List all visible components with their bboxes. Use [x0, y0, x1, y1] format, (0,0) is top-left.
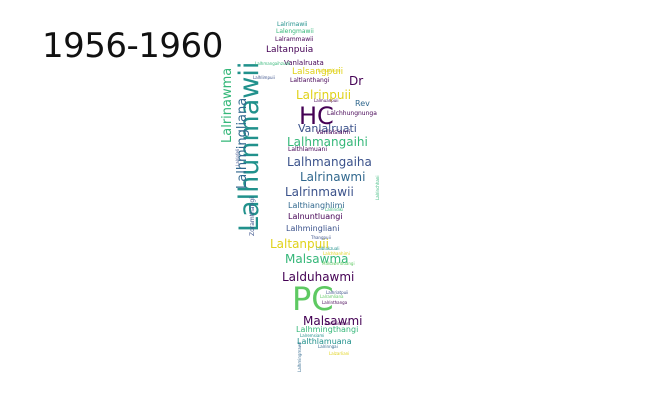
cloud-word: Lalsangpuii [292, 67, 344, 77]
cloud-word: Lalramliana [320, 294, 344, 299]
cloud-word: HC [299, 102, 334, 130]
cloud-word: Lalbiakzuali [316, 246, 340, 251]
cloud-word: Lalhriatpuii [326, 290, 349, 295]
cloud-word: Zoramthangi [249, 197, 256, 236]
cloud-word: Lalhmingthangi [296, 325, 359, 334]
cloud-word: Lalhmangaihi [287, 135, 368, 149]
cloud-word: Lalchhanhimi [323, 251, 350, 256]
cloud-word: Lalrimawii [277, 21, 308, 28]
cloud-word: Lalrammawii [275, 36, 314, 43]
cloud-word: Malsawmtluangi [322, 261, 355, 266]
cloud-word: Lalhmingliana [235, 97, 250, 189]
cloud-word: Lalmuanpuii [314, 98, 339, 103]
cloud-word: Lalzarliani [329, 351, 350, 356]
cloud-word: Lalhmangaihzuali [255, 61, 291, 66]
cloud-word: Lalnuntluangi [288, 212, 343, 221]
cloud-word: Vanlalsiami [316, 129, 351, 136]
cloud-word: Lalthlamuana [297, 337, 352, 346]
cloud-word: Lalduhawmi [282, 270, 355, 284]
cloud-word: Lalrinawmi [300, 170, 366, 184]
cloud-word: Lalthianghlimi [288, 201, 345, 210]
cloud-word: Lalrinfeli [235, 148, 240, 166]
cloud-word: Lalhmingmawii [297, 341, 302, 372]
cloud-word: Vanlalruati [298, 122, 357, 135]
cloud-word: Lalremsiami [300, 333, 325, 338]
cloud-word: Malsawmi [303, 314, 363, 328]
cloud-word: Lalthlamuani [288, 146, 327, 153]
cloud-word: Lalruatkimi [318, 68, 341, 73]
cloud-word: Lalrinpuii [296, 88, 352, 102]
cloud-word: Lalhlimpuii [253, 75, 275, 80]
cloud-word: Lalrinchhani [375, 175, 380, 200]
cloud-word: Malsawma [285, 252, 349, 266]
page-title: 1956-1960 [42, 26, 223, 66]
cloud-word: Dr [349, 74, 364, 88]
cloud-word: Ramdinthari [325, 321, 350, 326]
cloud-word: Lalchhungnunga [327, 110, 377, 117]
cloud-word: Lalrinmawii [285, 185, 354, 199]
cloud-word: Thangpuii [311, 235, 331, 240]
cloud-word: Lalrinthanga [322, 300, 348, 305]
cloud-word: Lalhmingliani [286, 224, 340, 233]
cloud-word: Lalrinngai [318, 344, 338, 349]
cloud-word: PC [292, 280, 334, 318]
cloud-word: Laltanpuia [266, 45, 314, 55]
cloud-word: Lalhmangaiha [287, 155, 372, 169]
cloud-word: Lalrinawma [220, 67, 235, 143]
cloud-word: Lalrindiki [325, 207, 344, 212]
cloud-word: Rev [355, 99, 370, 108]
cloud-word: Lalengmawii [276, 28, 314, 35]
cloud-word: Vanlalruata [284, 59, 324, 67]
cloud-word: Laltlanthangi [290, 77, 330, 84]
cloud-word: Laltanpuii [270, 237, 329, 251]
